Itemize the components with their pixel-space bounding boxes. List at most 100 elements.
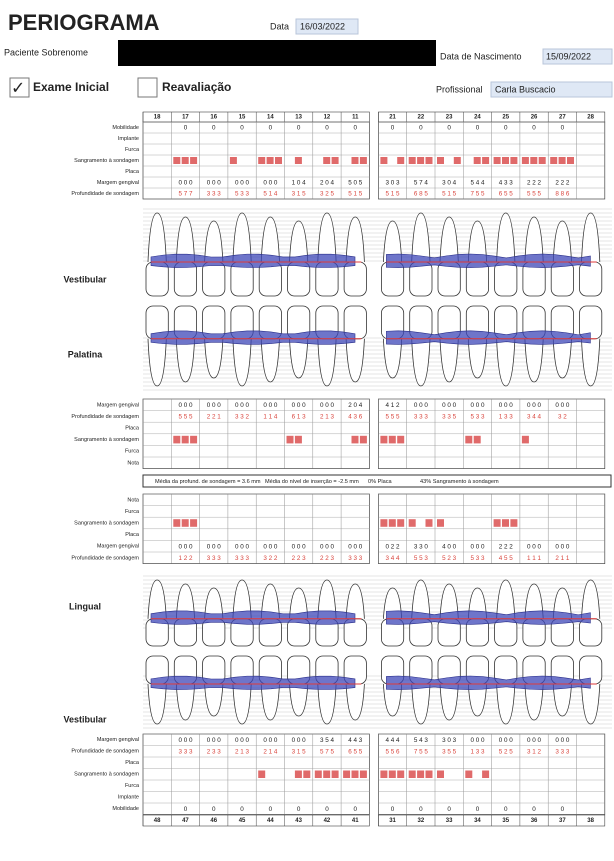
bleeding-mark: [230, 436, 237, 444]
tooth-root: [346, 339, 364, 382]
row-label: Nota: [127, 460, 140, 466]
summary-item: 43% Sangramento à sondagem: [420, 479, 499, 485]
row-label: Profundidade de sondagem: [71, 555, 139, 561]
cell-value: 0 0 0: [292, 543, 307, 550]
cell-value: 0 0 0: [263, 543, 278, 550]
probing-band: [386, 676, 590, 690]
tooth-number: 44: [267, 818, 274, 824]
cell-value: 7 5 5: [470, 191, 485, 198]
bleeding-mark: [287, 157, 294, 164]
row-label: Sangramento à sondagem: [74, 772, 139, 778]
bleeding-mark: [267, 157, 274, 164]
cell-value: 5 3 3: [235, 191, 250, 198]
row-label: Placa: [125, 425, 140, 431]
tooth-root: [412, 684, 430, 724]
tooth-root: [346, 217, 364, 262]
tooth-number: 33: [446, 818, 453, 824]
bleeding-mark: [303, 157, 310, 164]
cell-value: 0: [561, 806, 565, 813]
row-label: Furca: [125, 509, 140, 515]
bleeding-mark: [539, 157, 546, 164]
cell-value: 0 0 0: [178, 543, 193, 550]
cell-value: 0 0 0: [470, 543, 485, 550]
bleeding-mark: [409, 771, 416, 779]
cell-value: 0 0 0: [292, 402, 307, 409]
cell-value: 5 7 4: [414, 180, 429, 187]
tooth-number: 42: [324, 818, 331, 824]
bleeding-mark: [315, 519, 322, 527]
row-label: Profundidade de sondagem: [71, 749, 139, 755]
cell-value: 5 5 5: [386, 414, 401, 421]
check: ✓: [11, 78, 25, 97]
tooth-crown: [203, 262, 225, 296]
cell-value: 2 3 3: [207, 748, 222, 755]
bleeding-mark: [218, 519, 225, 527]
cell-value: 5 7 5: [320, 748, 335, 755]
cell-value: 0: [532, 806, 536, 813]
bleeding-mark: [482, 157, 489, 164]
cell-value: 0 0 0: [235, 402, 250, 409]
bleeding-mark: [275, 519, 282, 527]
bleeding-mark: [522, 771, 529, 779]
cell-value: 4 3 3: [499, 180, 514, 187]
bleeding-mark: [559, 519, 566, 527]
date: 16/03/2022: [300, 21, 345, 31]
tooth-root: [233, 684, 251, 724]
tooth-number: 43: [295, 818, 302, 824]
bleeding-mark: [530, 436, 537, 444]
row-label: Implante: [118, 136, 139, 142]
bleeding-mark: [437, 436, 444, 444]
cell-value: 0 0 0: [263, 180, 278, 187]
bleeding-mark: [303, 436, 310, 444]
cell-value: 1 3 3: [499, 414, 514, 421]
cell-value: 6 1 3: [292, 414, 307, 421]
professional-label: Profissional: [436, 84, 483, 94]
cell-value: 5 1 4: [263, 191, 278, 198]
bleeding-mark: [230, 519, 237, 527]
cell-value: 5 5 3: [414, 555, 429, 562]
cell-value: 0: [212, 806, 216, 813]
tooth-number: 22: [418, 115, 425, 121]
row-label: Nota: [127, 497, 140, 503]
tooth-crown: [580, 262, 602, 296]
bleeding-mark: [530, 519, 537, 527]
bleeding-mark: [218, 771, 225, 779]
cell-value: 2 2 2: [527, 180, 542, 187]
probing-band: [151, 676, 355, 689]
cell-value: 0 0 0: [320, 402, 335, 409]
bleeding-mark: [559, 157, 566, 164]
cell-value: 2 2 3: [320, 555, 335, 562]
bleeding-mark: [522, 436, 529, 444]
cell-value: 3 1 2: [527, 748, 542, 755]
cell-value: 0: [325, 806, 329, 813]
bleeding-mark: [474, 436, 481, 444]
bleeding-mark: [380, 771, 387, 779]
cell-value: 0 0 0: [178, 180, 193, 187]
tooth-number: 47: [182, 818, 189, 824]
bleeding-mark: [258, 157, 265, 164]
row-label: Margem gengival: [97, 402, 139, 408]
tooth-root: [412, 213, 430, 262]
bleeding-mark: [210, 436, 217, 444]
bleeding-mark: [474, 771, 481, 779]
bleeding-mark: [210, 771, 217, 779]
bleeding-mark: [502, 436, 509, 444]
row-label: Margem gengival: [97, 737, 139, 743]
bleeding-mark: [323, 436, 330, 444]
cell-value: 0: [419, 125, 423, 132]
cell-value: 0 0 0: [178, 737, 193, 744]
bleeding-mark: [247, 157, 254, 164]
cell-value: 8 8 6: [555, 191, 570, 198]
tooth-number: 21: [389, 115, 396, 121]
cell-value: 5 4 4: [470, 180, 485, 187]
cell-value: 0: [269, 806, 273, 813]
cell-value: 3 5 4: [320, 737, 335, 744]
cell-value: 5 0 5: [348, 180, 363, 187]
checkbox[interactable]: [138, 78, 157, 97]
bleeding-mark: [190, 436, 197, 444]
cell-value: 1 1 1: [527, 555, 542, 562]
bleeding-mark: [173, 519, 180, 527]
cell-value: 0 0 0: [292, 737, 307, 744]
bleeding-mark: [502, 519, 509, 527]
bleeding-mark: [352, 519, 359, 527]
